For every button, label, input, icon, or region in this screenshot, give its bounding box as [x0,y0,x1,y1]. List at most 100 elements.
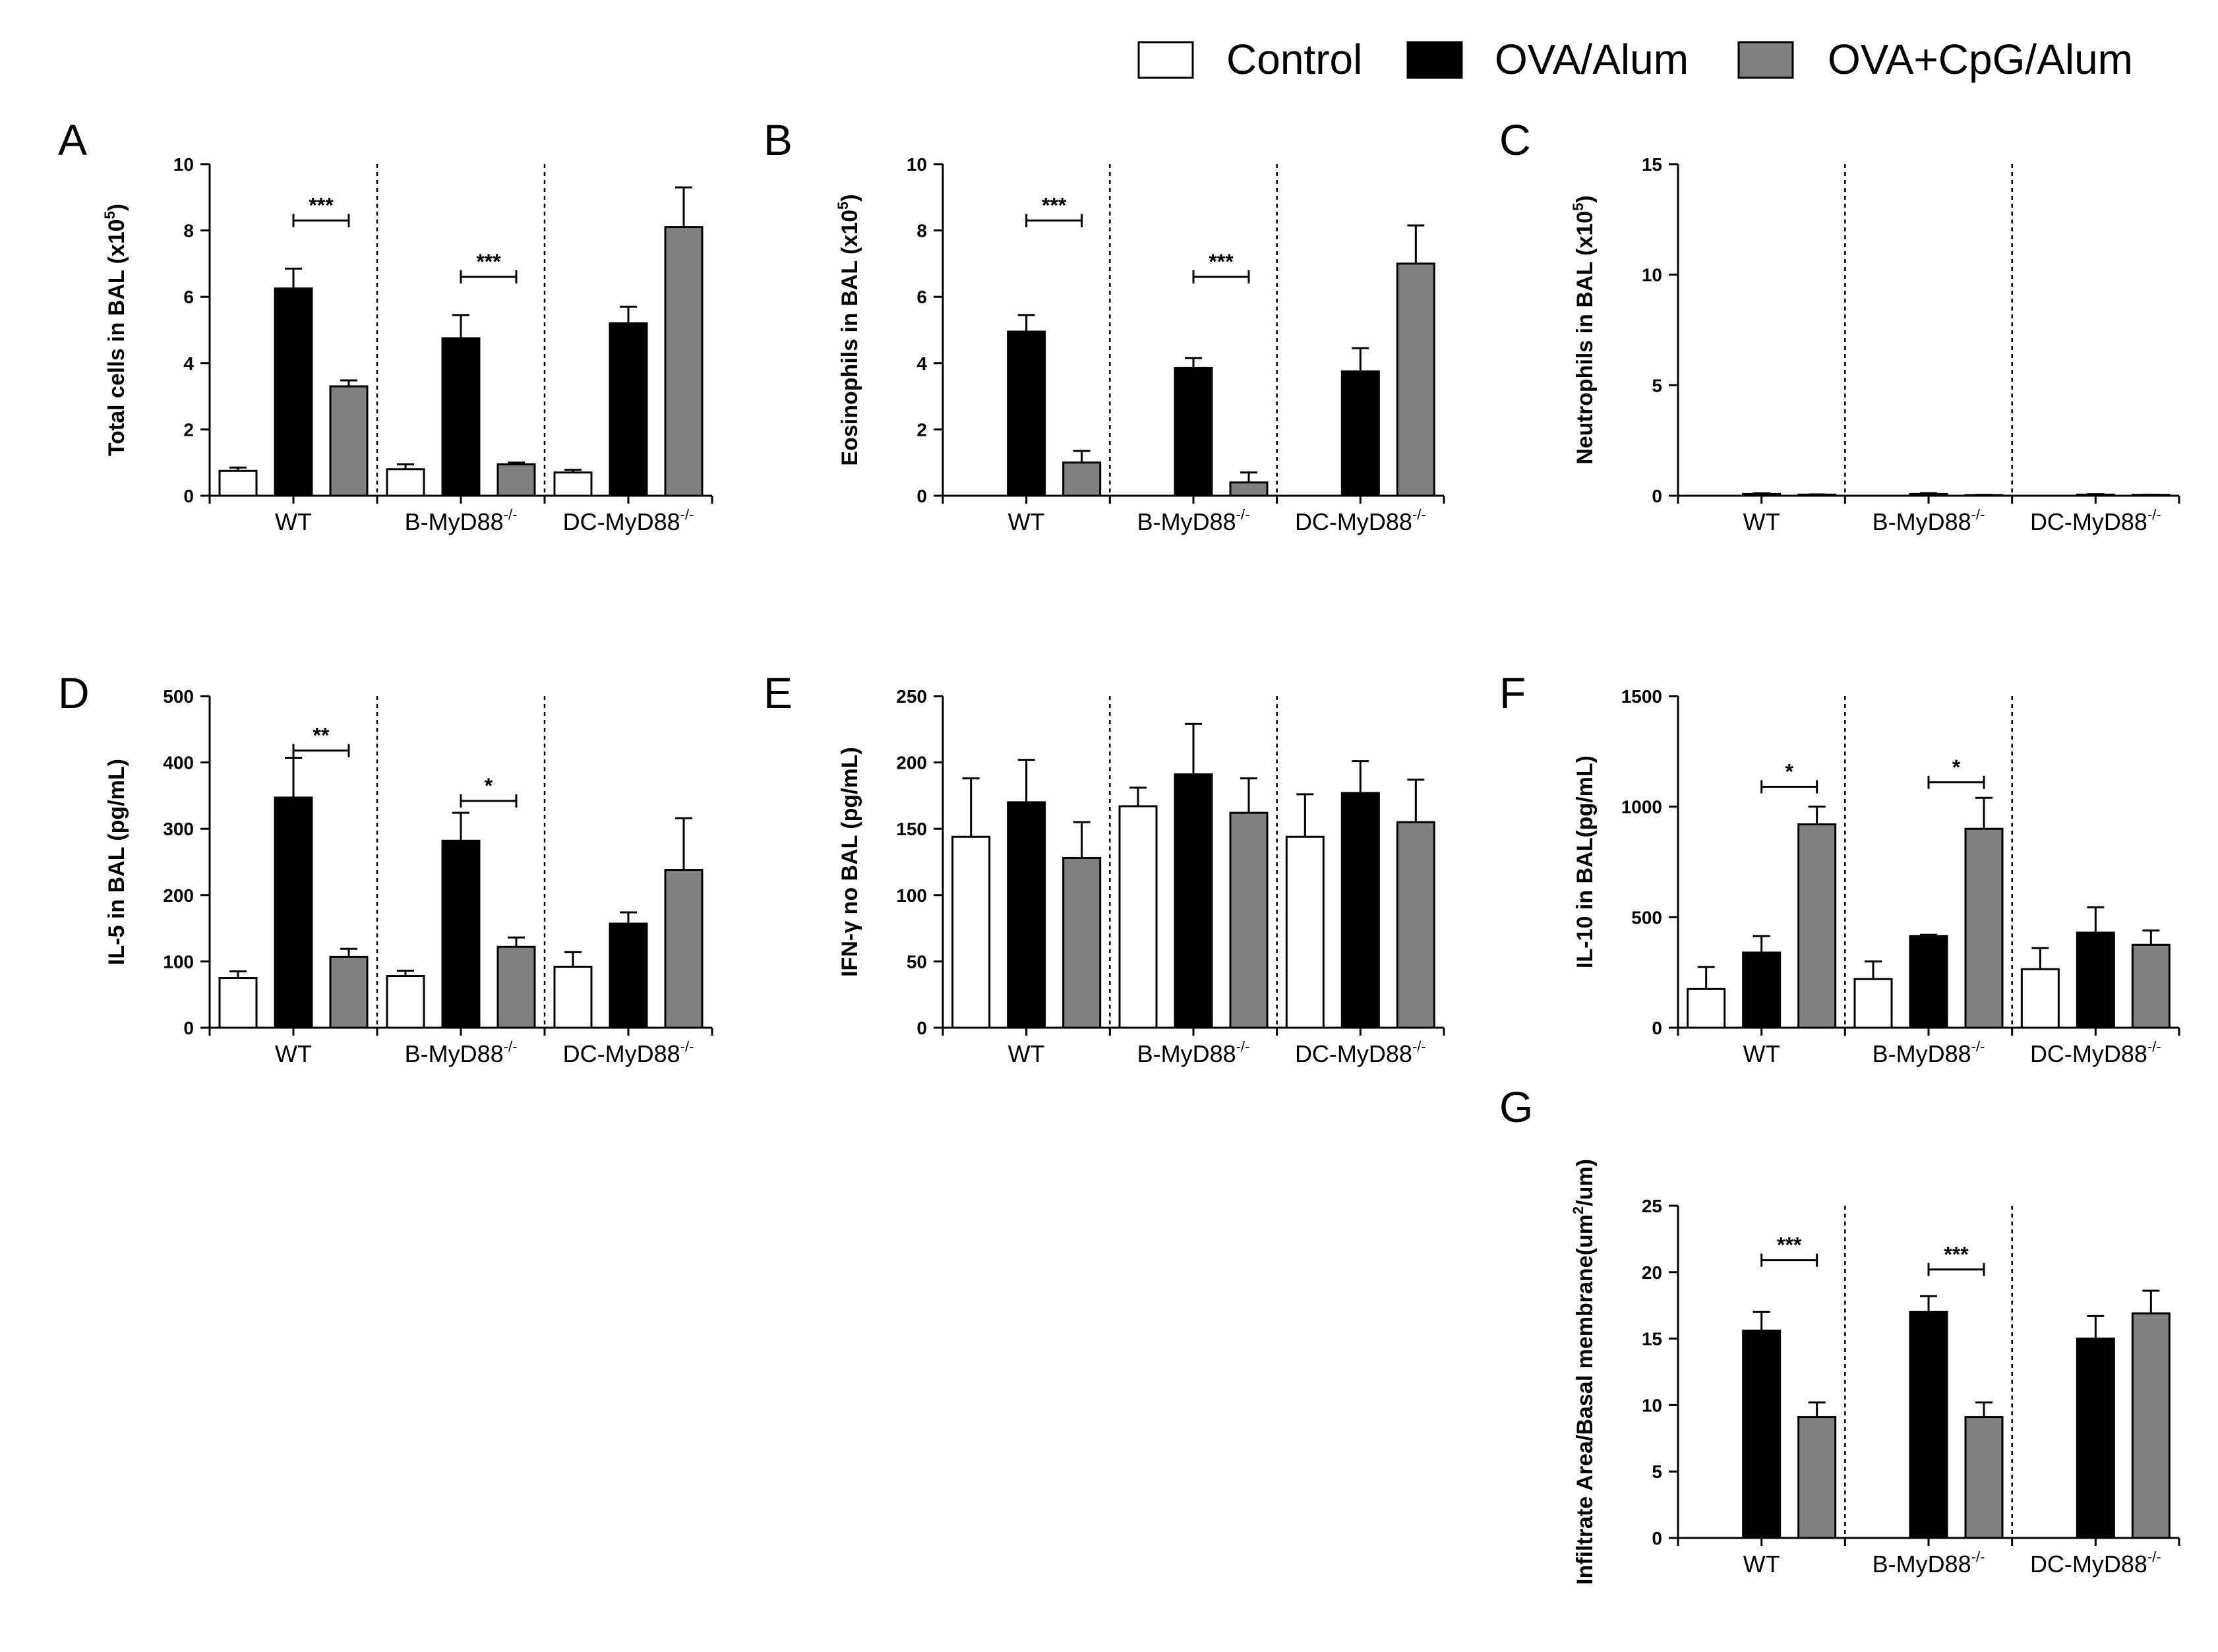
bar [1007,330,1046,497]
group-label: WT [275,1040,312,1067]
legend-label-ova-cpg-alum: OVA+CpG/Alum [1828,36,2133,83]
y-axis-label-main: Eosinophils in BAL (x10 [837,210,862,466]
y-axis-label-sup: 5 [835,202,851,210]
y-tick-label: 10 [173,154,194,175]
group-label-sup: -/- [2147,506,2161,523]
y-axis-label-end: /um) [1573,1159,1598,1206]
bar [2076,1338,2115,1539]
y-tick-label: 25 [1642,1196,1662,1216]
bar [218,469,258,497]
significance-label: * [485,774,493,798]
group-label-name: DC-MyD88 [2030,1550,2147,1578]
y-tick-label: 50 [907,951,927,972]
panel-g: G 0 5 10 15 20 25 Infiltrate Area/Basal membran… [1499,1082,2180,1585]
legend-label-control: Control [1226,36,1362,83]
significance-label: *** [476,250,501,274]
y-axis-label-sup: 5 [1570,203,1586,211]
y-tick-label: 10 [1642,265,1662,285]
y-axis-label-sup: 5 [102,211,118,219]
group-label-name: WT [1743,508,1780,535]
y-tick-label: 15 [1642,154,1662,175]
bar [609,322,648,497]
group-label-sup: -/- [1971,506,1985,523]
group-label: B-MyD88-/- [1873,1549,1985,1578]
significance-label: * [1785,759,1793,783]
panel-d: D 0 100 200 300 400 500 IL-5 in BAL (pg/mL) WT B-… [58,668,713,1067]
y-tick-label: 15 [1642,1329,1662,1349]
y-tick-label: 0 [916,1018,927,1038]
group-label: DC-MyD88-/- [563,506,694,535]
bar [1687,988,1726,1029]
y-axis-label: Infiltrate Area/Basal membrane(um2/um) [1570,1159,1598,1585]
significance-label: ** [313,723,330,747]
legend-swatch-ova-alum [1406,41,1463,79]
y-tick-label: 150 [896,819,927,839]
panel-label: B [764,115,793,164]
bar [1964,827,2004,1029]
y-tick-label: 300 [163,819,194,839]
y-axis-label-end: ) [104,204,129,211]
bar [1396,262,1435,497]
bar [1062,856,1102,1029]
bar [553,965,593,1029]
group-label-sup: -/- [504,1038,518,1055]
bar [496,945,536,1029]
y-axis-label: Total cells in BAL (x105) [102,204,129,456]
y-tick-label: 8 [183,221,194,241]
y-tick-label: 200 [896,753,927,773]
group-label-name: DC-MyD88 [2030,1040,2147,1067]
bar [1229,481,1269,497]
y-axis-label: Eosinophils in BAL (x105) [835,194,862,465]
bar [2076,931,2115,1029]
group-label: B-MyD88-/- [405,1038,518,1067]
y-axis-label: IL-5 in BAL (pg/mL) [104,759,129,965]
bar [1340,792,1380,1029]
y-tick-label: 0 [1652,1018,1662,1038]
group-label: B-MyD88-/- [1137,506,1250,535]
group-label: DC-MyD88-/- [1295,506,1426,535]
bar [1853,978,1893,1029]
y-axis-label-main: IL-10 in BAL(pg/mL) [1573,755,1598,968]
y-tick-label: 500 [1631,907,1662,928]
bar [1007,801,1046,1029]
group-label-name: DC-MyD88 [2030,508,2147,535]
panel-b: B 0 2 4 6 8 10 Eosinophils in BAL (x105) WT B-MyD… [764,115,1445,535]
y-tick-label: 0 [183,1018,194,1038]
group-label: B-MyD88-/- [1873,1038,1985,1067]
y-axis-label-main: Total cells in BAL (x10 [104,219,129,456]
bar [1062,461,1102,497]
bar [329,955,369,1029]
bar [1797,1416,1837,1539]
bar [664,869,704,1029]
panel-label: D [58,668,90,717]
y-axis-label: Neutrophils in BAL (x105) [1570,195,1598,464]
bar [2131,943,2171,1029]
group-label-name: WT [275,1040,312,1067]
y-tick-label: 8 [916,221,927,241]
group-label-name: WT [275,508,312,535]
group-label-sup: -/- [1236,506,1250,523]
y-axis-label: IFN-γ no BAL (pg/mL) [837,747,862,977]
y-tick-label: 500 [163,686,194,707]
legend: Control OVA/Alum OVA+CpG/Alum [1137,36,2133,83]
group-label-sup: -/- [1236,1038,1250,1055]
group-label-name: WT [1008,1040,1045,1067]
y-axis-label-end: ) [837,194,862,201]
panel-label: G [1499,1082,1533,1131]
group-label: DC-MyD88-/- [563,1038,694,1067]
bar [1797,823,1837,1029]
significance-label: *** [1777,1233,1802,1257]
significance-label: *** [1042,194,1067,218]
panel-e: E 0 50 100 150 200 250 IFN-γ no BAL (pg/mL) WT B-… [764,668,1445,1067]
legend-swatch-ova-cpg-alum [1737,41,1794,79]
group-label-name: DC-MyD88 [563,1040,680,1067]
group-label-sup: -/- [504,506,518,523]
bar [496,463,536,497]
bar [441,337,481,497]
y-axis-label-main: IFN-γ no BAL (pg/mL) [837,747,862,977]
bar [329,385,369,497]
legend-swatch-control [1137,41,1194,79]
